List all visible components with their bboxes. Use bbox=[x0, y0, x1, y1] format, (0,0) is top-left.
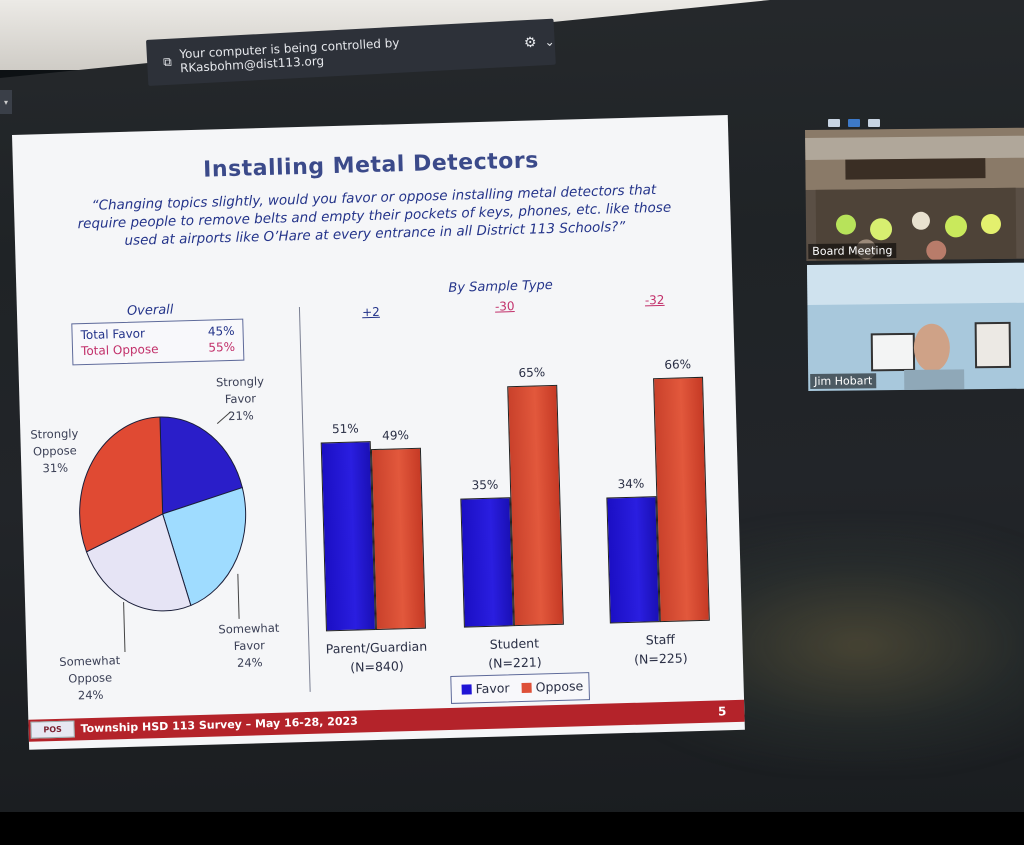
pie-slice-somewhat-favor bbox=[162, 486, 247, 607]
bar-oppose-parent-guardian bbox=[370, 447, 426, 631]
total-favor-label: Total Favor bbox=[80, 326, 146, 343]
remote-control-icon: ⧉ bbox=[162, 54, 173, 69]
pie-value-text: 24% bbox=[236, 655, 263, 670]
chevron-down-icon[interactable]: ⌄ bbox=[544, 34, 556, 50]
jim-hobart-video bbox=[807, 262, 1024, 390]
category-name: Parent/Guardian bbox=[325, 638, 428, 657]
footer-text: Township HSD 113 Survey – May 16-28, 202… bbox=[80, 714, 358, 736]
pie-label-strongly-favor: Strongly Favor 21% bbox=[205, 373, 276, 426]
overall-label: Overall bbox=[126, 302, 174, 319]
overall-pie-chart bbox=[79, 416, 247, 612]
remote-control-text: Your computer is being controlled by RKa… bbox=[179, 35, 400, 76]
bar-favor-student bbox=[460, 496, 514, 628]
pie-slice-somewhat-oppose bbox=[85, 513, 192, 612]
pie-value-text: 24% bbox=[77, 687, 104, 703]
bottom-black-bar bbox=[0, 812, 1024, 845]
side-dropdown-tab[interactable]: ▾ bbox=[0, 90, 12, 114]
category-sample-size: (N=225) bbox=[633, 650, 688, 667]
grid-view-icon[interactable] bbox=[868, 119, 880, 127]
category-sample-size: (N=221) bbox=[488, 654, 542, 671]
pie-label-text: Strongly Oppose bbox=[30, 426, 79, 459]
page-number: 5 bbox=[717, 704, 727, 719]
total-favor-value: 45% bbox=[207, 323, 235, 339]
video-tile-board-meeting[interactable]: Board Meeting bbox=[805, 127, 1024, 261]
pie-label-text: Somewhat Oppose bbox=[59, 653, 121, 686]
board-meeting-video bbox=[805, 127, 1024, 261]
pie-value-text: 21% bbox=[227, 408, 254, 424]
category-name: Student bbox=[489, 635, 540, 652]
gear-icon[interactable]: ⚙ bbox=[523, 34, 538, 52]
bar-value-label: 51% bbox=[331, 421, 359, 437]
bar-value-label: 34% bbox=[617, 476, 645, 492]
pie-label-text: Somewhat Favor bbox=[218, 620, 280, 654]
category-name: Staff bbox=[645, 631, 676, 648]
category-sample-size: (N=840) bbox=[350, 658, 404, 675]
totals-box: Total Favor 45% Total Oppose 55% bbox=[71, 318, 245, 366]
legend-swatch-favor bbox=[461, 684, 472, 695]
survey-question: “Changing topics slightly, would you fav… bbox=[77, 182, 672, 249]
pie-label-somewhat-oppose: Somewhat Oppose 24% bbox=[55, 652, 126, 705]
legend-label-oppose: Oppose bbox=[535, 678, 584, 695]
pie-label-strongly-oppose: Strongly Oppose 31% bbox=[24, 425, 85, 478]
pie-slice-strongly-oppose bbox=[79, 416, 164, 553]
category-label: Student (N=221) bbox=[459, 633, 570, 674]
video-toolbar bbox=[828, 112, 1024, 134]
pie-label-somewhat-favor: Somewhat Favor 24% bbox=[214, 620, 285, 673]
category-label: Staff (N=225) bbox=[605, 629, 716, 670]
bar-favor-staff bbox=[606, 496, 660, 624]
presentation-slide: Installing Metal Detectors “Changing top… bbox=[12, 115, 745, 750]
board-meeting-label: Board Meeting bbox=[808, 243, 897, 259]
bar-oppose-student bbox=[507, 384, 564, 627]
bar-oppose-staff bbox=[653, 376, 710, 623]
gallery-view-icon[interactable] bbox=[848, 119, 860, 127]
total-oppose-value: 55% bbox=[208, 339, 236, 355]
pie-value-text: 31% bbox=[42, 460, 69, 476]
jim-hobart-label: Jim Hobart bbox=[810, 373, 877, 389]
category-label: Parent/Guardian (N=840) bbox=[321, 636, 432, 677]
pie-slice-strongly-favor bbox=[159, 416, 243, 515]
legend-swatch-oppose bbox=[521, 682, 532, 693]
bar-value-label: 49% bbox=[381, 427, 410, 443]
bar-value-label: 66% bbox=[664, 356, 692, 372]
video-tile-jim-hobart[interactable]: Jim Hobart bbox=[807, 262, 1024, 391]
total-oppose-label: Total Oppose bbox=[80, 341, 159, 359]
pos-logo: POS bbox=[30, 720, 75, 739]
speaker-view-icon[interactable] bbox=[828, 119, 840, 127]
pie-label-text: Strongly Favor bbox=[215, 374, 265, 407]
sample-type-bar-chart: 51% 49% Parent/Guardian (N=840) 35% 65% Studen… bbox=[307, 295, 728, 696]
bar-favor-parent-guardian bbox=[320, 441, 376, 632]
bar-value-label: 65% bbox=[518, 364, 546, 380]
by-sample-type-label: By Sample Type bbox=[448, 277, 553, 296]
chart-legend: Favor Oppose bbox=[450, 672, 591, 704]
legend-label-favor: Favor bbox=[475, 680, 510, 697]
bar-value-label: 35% bbox=[471, 477, 499, 492]
